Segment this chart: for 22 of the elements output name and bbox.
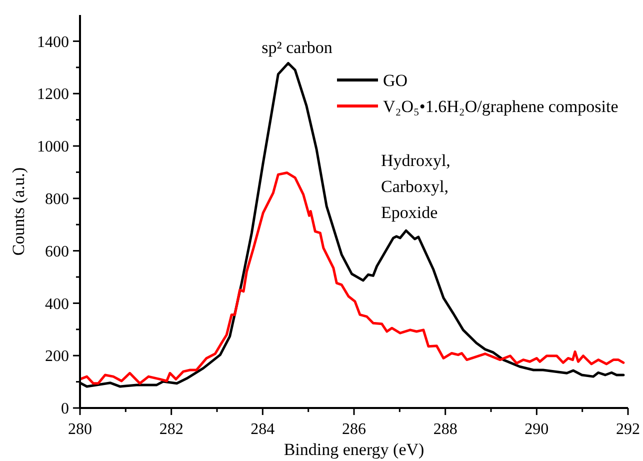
y-tick-label: 1400 — [37, 34, 69, 51]
y-tick-label: 600 — [45, 243, 69, 260]
y-tick-label: 1200 — [37, 86, 69, 104]
y-tick-label: 0 — [61, 400, 69, 418]
x-axis-title: Binding energy (eV) — [284, 440, 424, 459]
legend-label: GO — [383, 70, 408, 90]
y-tick-label: 800 — [45, 191, 69, 208]
x-tick-label: 284 — [250, 421, 275, 438]
annotation: Hydroxyl, Carboxyl, Epoxide — [381, 150, 450, 222]
line-series — [80, 171, 625, 385]
annotation: sp² carbon — [262, 38, 333, 57]
x-tick-label: 292 — [616, 421, 640, 438]
y-tick-label: 400 — [45, 296, 69, 313]
x-tick-label: 288 — [433, 421, 458, 438]
x-tick-label: 282 — [159, 421, 184, 438]
y-tick-label: 200 — [45, 348, 69, 366]
y-axis-title: Counts (a.u.) — [9, 167, 28, 256]
x-tick-label: 290 — [524, 421, 549, 438]
y-tick-label: 1000 — [37, 138, 69, 156]
legend-label: V₂O₅•1.6H₂O/graphene composite — [383, 96, 618, 116]
x-tick-label: 280 — [68, 421, 92, 438]
x-tick-label: 286 — [342, 421, 366, 438]
